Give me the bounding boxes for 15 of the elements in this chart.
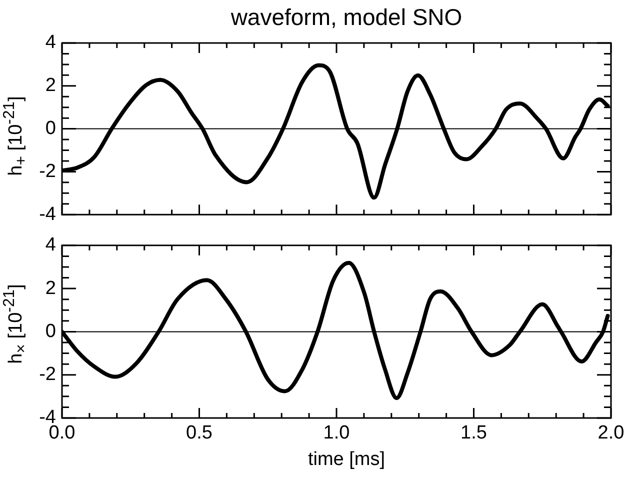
y-tick-label: -4 bbox=[39, 204, 56, 225]
y-tick-label: 2 bbox=[45, 278, 56, 299]
y-tick-label: -2 bbox=[39, 364, 56, 386]
x-tick-label: 0.5 bbox=[186, 422, 212, 444]
y-tick-label: 4 bbox=[45, 234, 56, 256]
x-tick-label: 1.0 bbox=[323, 422, 350, 444]
y-tick-label: -2 bbox=[39, 160, 56, 182]
chart-title: waveform, model SNO bbox=[230, 4, 464, 31]
y-tick-label: 4 bbox=[45, 32, 56, 54]
y-tick-label: 2 bbox=[45, 75, 56, 96]
x-tick-label: 1.5 bbox=[460, 422, 487, 444]
x-tick-label: 2.0 bbox=[598, 422, 624, 444]
y-tick-label: 0 bbox=[45, 118, 56, 140]
y-tick-label: 0 bbox=[45, 320, 56, 342]
x-axis-title: time [ms] bbox=[306, 449, 386, 471]
